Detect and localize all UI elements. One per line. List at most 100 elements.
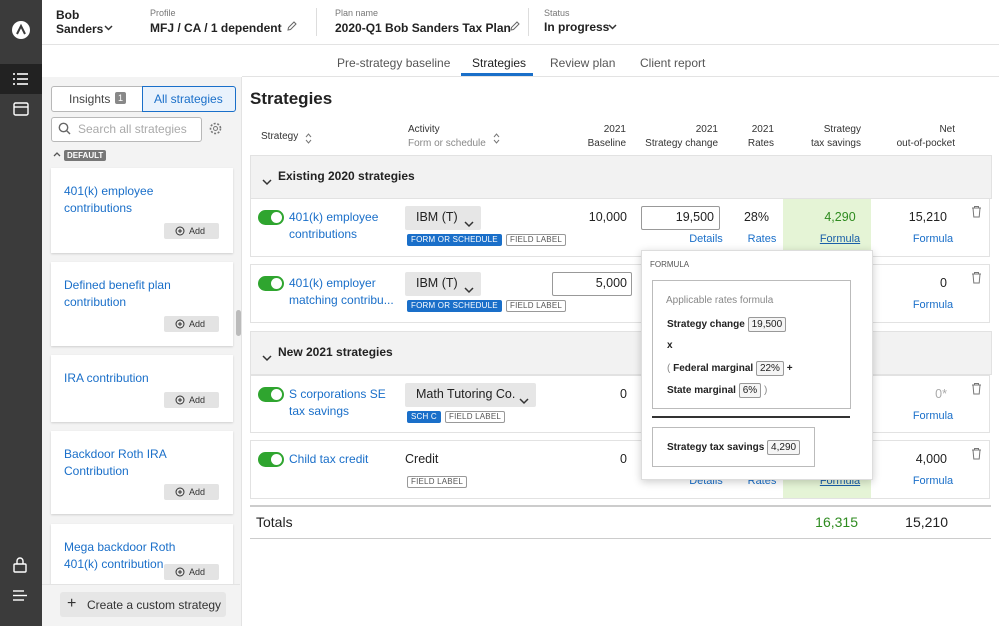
tabs-border [242,76,999,77]
toggle[interactable] [258,387,284,407]
card-title[interactable]: 401(k) employee contributions [64,184,154,215]
card-title[interactable]: Backdoor Roth IRA Contribution [64,447,167,478]
sort-icon[interactable] [493,131,500,149]
plan-name: 2020-Q1 Bob Sanders Tax Plan [335,21,511,35]
search-icon [58,122,71,135]
formula-heading: Applicable rates formula [666,295,774,306]
total-net: 15,210 [905,514,948,530]
strategy-card: IRA contribution Add [51,355,233,422]
column-header: Net [939,124,955,135]
formula-link[interactable]: Formula [912,233,954,245]
totals-rule [250,505,991,507]
profile: MFJ / CA / 1 dependent [150,21,282,35]
add-button-label: Add [189,395,206,405]
edit-icon[interactable] [286,20,298,32]
formula-line: State marginal 6% ) [667,383,767,398]
strategy-name[interactable]: 401(k) employee contributions [289,210,379,241]
logo [12,21,30,39]
formula-link[interactable]: Formula [912,299,954,311]
formula-link[interactable]: Formula [912,475,954,487]
add-button-label: Add [189,226,206,236]
divider [316,8,317,36]
activity-select[interactable] [405,383,536,407]
create-button[interactable] [60,592,226,617]
formula-label: State marginal [667,385,736,396]
toggle[interactable] [258,452,284,472]
add-button[interactable]: Add [164,564,219,580]
total-tax-savings: 16,315 [815,514,858,530]
net-out-of-pocket: 15,210 [908,210,947,224]
toggle[interactable] [258,210,284,230]
strategy-card: Defined benefit plan contribution Add [51,262,233,346]
activity: Credit [405,452,439,466]
page-title: Strategies [250,89,333,108]
profile-label: Profile [150,8,176,18]
add-button[interactable]: Add [164,392,219,408]
edit-icon[interactable] [509,20,521,32]
collapse-icon[interactable] [53,151,61,157]
add-button[interactable]: Add [164,316,219,332]
tab[interactable]: Strategies [472,56,527,70]
delete-icon[interactable] [971,447,982,465]
status[interactable]: In progress [544,20,610,34]
chevron [519,392,529,410]
nav-list-icon[interactable] [13,72,29,86]
nav-menu-icon[interactable] [13,589,29,602]
client-name[interactable]: Bob Sanders [56,8,104,36]
baseline: 0 [620,387,627,401]
totals-rule [250,538,991,539]
formula-line: Strategy change 19,500 [667,317,787,332]
column-subheader: tax savings [810,138,861,149]
status-label: Status [544,8,570,18]
card-list: 401(k) employee contributions Add Defined … [42,160,240,584]
baseline-input[interactable] [552,272,632,296]
formula-link[interactable]: Formula [819,233,861,245]
column-subheader: Rates [747,138,774,149]
strategy-change: 19,500 [675,210,714,224]
column-header[interactable]: Strategy [261,131,299,142]
toggle[interactable] [258,276,284,296]
rates-link[interactable]: Rates [747,233,777,245]
column-subheader: Baseline [587,138,626,149]
chevron[interactable] [262,173,272,191]
delete-icon[interactable] [971,205,982,223]
strategy-name[interactable]: S corporations SE tax savings [289,387,386,418]
nav-lock-icon[interactable] [13,557,27,573]
card-title[interactable]: Mega backdoor Roth 401(k) contribution [64,540,176,571]
tab[interactable]: Pre-strategy baseline [337,56,451,70]
strategy-name[interactable]: 401(k) employer matching contribu... [289,276,394,307]
add-button[interactable]: Add [164,223,219,239]
delete-icon[interactable] [971,382,982,400]
settings-icon[interactable] [209,122,222,135]
card-title[interactable]: IRA contribution [64,371,149,385]
chevron [464,281,474,299]
card-title[interactable]: Defined benefit plan contribution [64,278,171,309]
delete-icon[interactable] [971,271,982,289]
baseline: 10,000 [588,210,627,224]
strategy-change-input[interactable] [641,206,720,230]
tab[interactable]: Review plan [550,56,616,70]
strategy-name[interactable]: Child tax credit [289,452,369,466]
column-subheader: out-of-pocket [896,138,955,149]
toggle-insights[interactable]: Insights [69,92,111,106]
net-out-of-pocket: 0 [940,276,947,290]
tab-underline [461,73,533,76]
sort-icon[interactable] [305,131,312,149]
plus-icon: + [67,595,77,612]
insights-count: 1 [115,92,127,104]
tab[interactable]: Client report [640,56,706,70]
plan-name-label: Plan name [335,8,379,18]
formula-chip: 19,500 [747,317,787,332]
nav-rail [0,0,42,626]
add-button[interactable]: Add [164,484,219,500]
formula-chip: 6% [738,383,762,398]
chevron[interactable] [262,349,272,367]
formula-link[interactable]: Formula [912,410,954,422]
divider [528,8,529,36]
nav-card-icon[interactable] [13,102,29,116]
details-link[interactable]: Details [689,233,723,245]
strategy-card: 401(k) employee contributions Add [51,168,233,253]
search-placeholder: Search all strategies [78,122,187,136]
search-box[interactable] [51,117,202,142]
toggle-all[interactable]: All strategies [154,92,223,106]
